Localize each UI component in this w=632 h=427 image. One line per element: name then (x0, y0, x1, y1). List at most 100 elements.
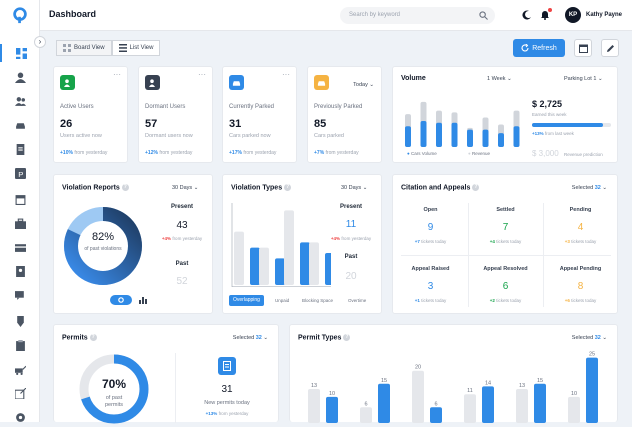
bar-cars-volume (498, 133, 504, 147)
parking-lot-dropdown[interactable]: Parking Lot 1 ⌄ (564, 76, 603, 82)
trend-value: +13% (205, 411, 218, 416)
trend-value: +4% (330, 236, 341, 241)
bar-value-label: 6 (434, 401, 437, 407)
trend-text: tickets today (421, 298, 447, 303)
id-card-icon (15, 265, 25, 277)
bar-view-button[interactable] (136, 295, 150, 305)
stat-sub: Cars parked (314, 133, 344, 139)
sidebar-item-parking[interactable]: P (0, 164, 40, 182)
user-name[interactable]: Kathy Payne (586, 12, 623, 18)
revenue-progress-track (532, 123, 611, 127)
period-value: 30 Days (341, 185, 362, 191)
stat-sub: Dormant users now (145, 133, 193, 139)
permits-selected-dropdown[interactable]: Selected 32 ⌄ (233, 335, 268, 341)
sidebar-toggle-button[interactable]: › (34, 36, 46, 48)
title-text: Permit Types (298, 334, 342, 342)
tab-overtime[interactable]: Overtime (348, 298, 367, 303)
sidebar-item-calendar[interactable] (0, 190, 40, 208)
bar-value-label: 13 (519, 383, 525, 389)
sidebar-item-vehicles[interactable] (0, 116, 40, 134)
sidebar-item-settings[interactable] (0, 408, 40, 426)
more-icon[interactable]: ··· (282, 70, 290, 79)
bar-past (259, 247, 269, 285)
bar-value-label: 11 (467, 388, 473, 394)
revenue-progress-fill (532, 123, 604, 127)
edit-button[interactable] (601, 39, 619, 57)
bar-value-label: 15 (537, 378, 543, 384)
sidebar-item-tow[interactable] (0, 360, 40, 378)
car-icon (15, 122, 25, 129)
tab-blocking-space[interactable]: Blocking Space (302, 298, 334, 303)
appeal-pending-label: Appeal Pending (559, 266, 602, 272)
permits-percent-sub: of past permits (104, 395, 124, 408)
help-icon[interactable]: ? (89, 334, 97, 341)
bar-chart-icon (139, 297, 147, 304)
bar-past (516, 389, 528, 423)
sidebar-item-permits[interactable] (0, 262, 40, 280)
present-label: Present (339, 204, 362, 210)
citation-selected-dropdown[interactable]: Selected 32 ⌄ (572, 185, 607, 191)
present-value: 43 (176, 220, 188, 231)
stat-icon-box (145, 75, 160, 90)
sidebar-item-reports[interactable] (0, 140, 40, 158)
trend-value: +6 (564, 298, 570, 303)
sidebar-item-dashboard[interactable] (0, 44, 40, 62)
trend-value: +17% (229, 150, 242, 156)
sidebar-item-payments[interactable] (0, 238, 40, 256)
bar-cars-volume (436, 122, 442, 147)
chat-icon (14, 290, 24, 300)
bar-past (464, 394, 476, 423)
bar-value-label: 6 (364, 401, 367, 407)
tab-unpaid[interactable]: Unpaid (275, 298, 290, 303)
list-view-button[interactable]: List View (111, 40, 161, 56)
period-dropdown[interactable]: Today ⌄ (353, 82, 374, 88)
calendar-button[interactable] (574, 39, 592, 57)
moon-icon[interactable] (522, 10, 532, 20)
violation-period-dropdown[interactable]: 30 Days ⌄ (172, 185, 198, 191)
appeal-raised-label: Appeal Raised (411, 266, 450, 272)
chevron-down-icon: ⌄ (597, 76, 603, 82)
volume-period-dropdown[interactable]: 1 Week ⌄ (487, 76, 512, 82)
sidebar-item-tags[interactable] (0, 312, 40, 330)
bar-past (309, 242, 319, 285)
topbar: Dashboard Search by keyword KP Kathy Pay… (40, 0, 632, 31)
bar-cars-volume (467, 129, 473, 147)
tow-truck-icon (14, 365, 26, 375)
bar-value-label: 10 (571, 391, 577, 397)
present-label: Present (170, 204, 193, 210)
help-icon[interactable]: ? (472, 184, 480, 191)
svg-text:P: P (18, 169, 23, 178)
sidebar-item-users[interactable] (0, 92, 40, 110)
help-icon[interactable]: ? (284, 184, 292, 191)
permit-types-selected-dropdown[interactable]: Selected 32 ⌄ (572, 335, 607, 341)
donut-view-button[interactable] (110, 295, 132, 305)
prediction-label: Revenue prediction (564, 152, 603, 157)
more-icon[interactable]: ··· (198, 70, 206, 79)
search-input[interactable]: Search by keyword (340, 7, 495, 24)
permit-icon-box (218, 357, 236, 375)
violation-types-period-dropdown[interactable]: 30 Days ⌄ (341, 185, 367, 191)
avatar[interactable]: KP (565, 7, 581, 23)
help-icon[interactable]: ? (343, 334, 351, 341)
more-icon[interactable]: ··· (113, 70, 121, 79)
help-icon[interactable]: ? (121, 184, 129, 191)
citation-open-trend: +7 tickets today (393, 239, 468, 244)
trend-value: +12% (145, 150, 158, 156)
board-view-button[interactable]: Board View (56, 40, 112, 56)
appeal-pending-value: 8 (577, 281, 584, 292)
refresh-button[interactable]: Refresh (513, 39, 565, 57)
bar-cars-volume (451, 122, 458, 147)
stat-card-active-users: ··· Active Users 26 Users active now +10… (53, 66, 128, 163)
sidebar-item-user[interactable] (0, 68, 40, 86)
stat-card-previously-parked: Today ⌄ Previously Parked 85 Cars parked… (307, 66, 382, 163)
trend-text: from last week (544, 131, 574, 136)
tab-overlapping[interactable]: Overlapping (229, 295, 264, 306)
sidebar-item-clipboard[interactable] (0, 336, 40, 354)
bell-icon[interactable] (540, 9, 550, 20)
refresh-icon (521, 44, 529, 52)
sidebar-item-export[interactable] (0, 384, 40, 402)
chevron-down-icon: ⌄ (507, 76, 512, 82)
permits-trend: +13% from yesterday (187, 411, 267, 416)
sidebar-item-briefcase[interactable] (0, 214, 40, 232)
sidebar-item-messages[interactable] (0, 286, 40, 304)
